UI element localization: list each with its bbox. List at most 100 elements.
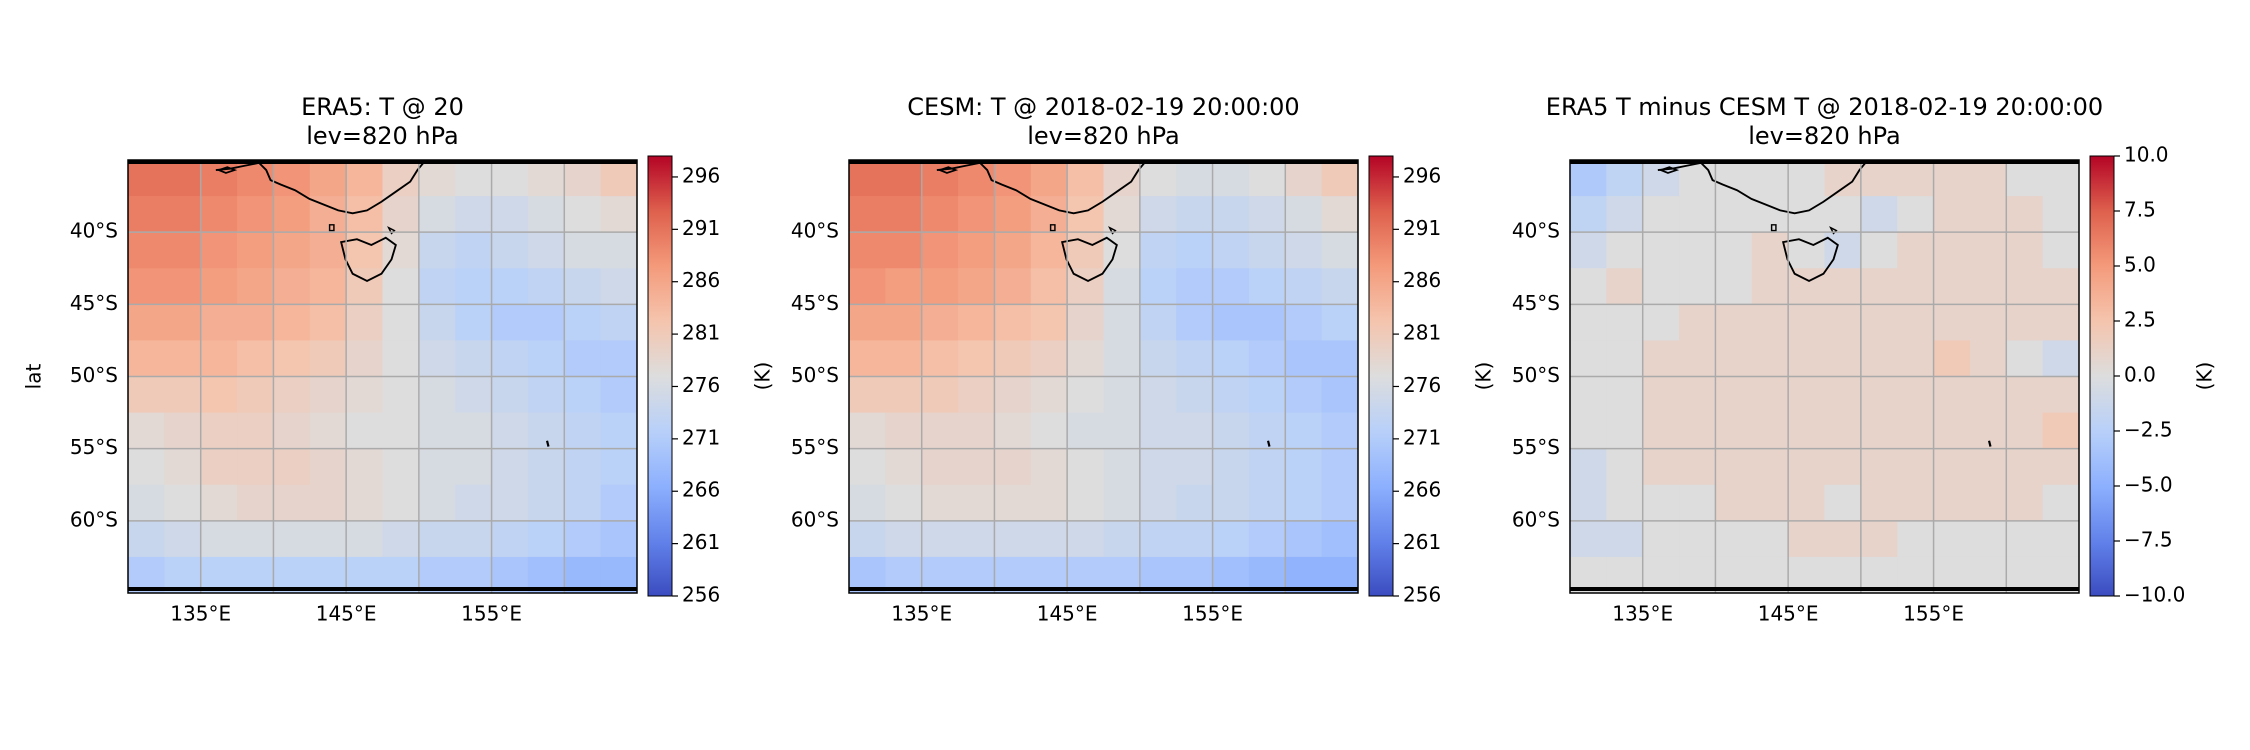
cell	[1321, 412, 1359, 450]
cell	[1176, 160, 1214, 197]
cell	[2042, 232, 2080, 269]
cell	[237, 484, 274, 522]
cell	[1570, 232, 1607, 269]
cell	[2042, 268, 2080, 305]
colorbar-tick-label: −2.5	[2124, 418, 2173, 442]
cell	[1139, 448, 1177, 486]
cell	[1285, 412, 1323, 450]
cell	[1285, 484, 1323, 522]
y-tick-label: 45°S	[791, 291, 839, 315]
cell	[1788, 232, 1825, 269]
cell	[1642, 268, 1680, 305]
cell	[346, 160, 383, 197]
cell	[418, 268, 456, 305]
colorbar-tick-label: 7.5	[2124, 198, 2156, 222]
colorbar-tick-label: 281	[682, 321, 720, 345]
cell	[1212, 376, 1250, 414]
cell	[849, 340, 886, 377]
cell	[527, 376, 565, 414]
cell	[1103, 196, 1141, 233]
cell	[1751, 232, 1789, 269]
cell	[455, 196, 493, 233]
cell	[455, 448, 493, 486]
cell	[1933, 196, 1971, 233]
cell	[128, 268, 165, 305]
cell	[1248, 160, 1286, 197]
cell	[2006, 340, 2044, 377]
cell	[309, 160, 347, 197]
cell	[600, 484, 638, 522]
cell	[1715, 232, 1753, 269]
cell	[564, 412, 602, 450]
cell	[1321, 484, 1359, 522]
cell	[1321, 340, 1359, 377]
cell	[200, 448, 238, 486]
cell	[2006, 376, 2044, 414]
cell	[1642, 340, 1680, 377]
cell	[418, 304, 456, 341]
colorbar-tick-label: 276	[1403, 373, 1441, 397]
cell	[1751, 484, 1789, 522]
cell	[564, 340, 602, 377]
cell	[164, 448, 202, 486]
cell	[1139, 196, 1177, 233]
cell	[1212, 232, 1250, 269]
colorbar-tick-label: 281	[1403, 321, 1441, 345]
cell	[1285, 196, 1323, 233]
cell	[2006, 196, 2044, 233]
cell	[994, 304, 1032, 341]
cell	[1897, 412, 1935, 450]
colorbar-tick-label: 286	[682, 268, 720, 292]
cell	[2006, 160, 2044, 197]
cell	[1788, 304, 1825, 341]
cell	[1139, 232, 1177, 269]
cell	[1969, 196, 2007, 233]
colorbar-tick-label: 276	[682, 373, 720, 397]
cell	[958, 304, 995, 341]
colorbar-tick-label: 256	[1403, 583, 1441, 607]
cell	[1139, 484, 1177, 522]
cell	[273, 412, 311, 450]
cell	[994, 520, 1032, 558]
cell	[128, 232, 165, 269]
cell	[849, 160, 886, 197]
cell	[382, 304, 420, 341]
cell	[921, 160, 959, 197]
cell	[885, 196, 923, 233]
cell	[849, 232, 886, 269]
colorbar-tick-label: 10.0	[2124, 143, 2169, 167]
cell	[527, 268, 565, 305]
cell	[1897, 268, 1935, 305]
cell	[600, 196, 638, 233]
cell	[564, 160, 602, 197]
cell	[921, 232, 959, 269]
cell	[164, 160, 202, 197]
cell	[994, 340, 1032, 377]
cell	[1248, 268, 1286, 305]
cell	[346, 412, 383, 450]
cell	[491, 376, 529, 414]
cell	[1139, 412, 1177, 450]
cell	[600, 448, 638, 486]
colorbar-tick-label: −5.0	[2124, 473, 2173, 497]
cell	[1933, 520, 1971, 558]
y-tick-label: 50°S	[791, 363, 839, 387]
cell	[2042, 304, 2080, 341]
cell	[1860, 340, 1898, 377]
cell	[1606, 232, 1644, 269]
cell	[1321, 520, 1359, 558]
cell	[309, 484, 347, 522]
colorbar-tick-label: 296	[682, 163, 720, 187]
cell	[1642, 160, 1680, 197]
cell	[849, 196, 886, 233]
cell	[921, 340, 959, 377]
cell	[1897, 448, 1935, 486]
cell	[346, 376, 383, 414]
cell	[994, 412, 1032, 450]
cell	[128, 196, 165, 233]
y-tick-label: 40°S	[1512, 219, 1560, 243]
cell	[1642, 520, 1680, 558]
cell	[1285, 340, 1323, 377]
cell	[1176, 412, 1214, 450]
cell	[1067, 448, 1104, 486]
